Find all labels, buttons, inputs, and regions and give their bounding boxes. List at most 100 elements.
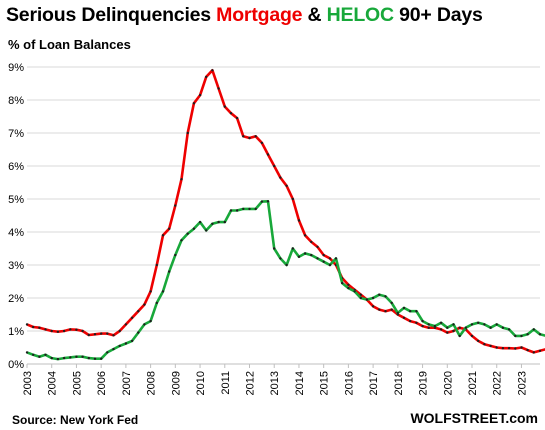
- mortgage-point: [538, 349, 542, 352]
- heloc-point: [477, 321, 480, 324]
- mortgage-point: [223, 105, 226, 108]
- mortgage-point: [409, 319, 412, 323]
- mortgage-point: [254, 135, 257, 138]
- heloc-point: [483, 323, 486, 326]
- mortgage-point: [25, 323, 29, 326]
- heloc-point: [384, 295, 387, 298]
- mortgage-point: [44, 328, 47, 331]
- heloc-point: [75, 355, 78, 358]
- heloc-point: [56, 357, 60, 361]
- mortgage-point: [310, 240, 313, 244]
- mortgage-point: [32, 325, 35, 329]
- mortgage-point: [137, 310, 140, 313]
- heloc-line: [26, 200, 545, 361]
- heloc-point: [149, 319, 152, 323]
- mortgage-point: [50, 329, 53, 333]
- heloc-point: [538, 333, 542, 336]
- heloc-point: [25, 351, 29, 354]
- heloc-point: [310, 253, 313, 257]
- y-tick-label: 8%: [8, 95, 24, 107]
- mortgage-point: [93, 333, 97, 336]
- mortgage-point: [378, 308, 381, 311]
- mortgage-point: [495, 346, 498, 349]
- heloc-point: [32, 353, 35, 356]
- heloc-point: [81, 355, 84, 358]
- x-tick-label: 2006: [96, 371, 108, 395]
- y-tick-label: 4%: [8, 227, 24, 239]
- mortgage-point: [118, 329, 121, 333]
- mortgage-point: [526, 348, 529, 352]
- mortgage-point: [229, 112, 233, 115]
- x-tick-label: 2004: [47, 371, 59, 395]
- mortgage-point: [260, 141, 264, 145]
- heloc-point: [334, 257, 338, 260]
- mortgage-point: [421, 324, 424, 328]
- mortgage-point: [112, 334, 115, 337]
- mortgage-point: [161, 234, 165, 237]
- heloc-point: [242, 207, 245, 211]
- mortgage-point: [38, 326, 41, 329]
- heloc-point: [174, 253, 177, 257]
- x-tick-label: 2019: [418, 371, 430, 395]
- heloc-point: [260, 200, 264, 203]
- x-tick-label: 2023: [516, 371, 528, 395]
- heloc-point: [359, 296, 362, 300]
- mortgage-point: [532, 351, 535, 354]
- mortgage-point: [168, 227, 171, 230]
- heloc-point: [248, 207, 251, 211]
- y-tick-label: 2%: [8, 293, 24, 305]
- heloc-point: [168, 270, 171, 273]
- heloc-point: [118, 344, 121, 348]
- title-amp: &: [302, 4, 327, 26]
- heloc-point: [87, 356, 91, 360]
- title-part1: Serious Delinquencies: [6, 4, 217, 26]
- mortgage-point: [192, 102, 196, 105]
- heloc-point: [396, 311, 399, 315]
- y-tick-label: 3%: [8, 260, 24, 272]
- mortgage-point: [322, 253, 325, 257]
- mortgage-point: [402, 316, 406, 319]
- heloc-point: [93, 357, 97, 360]
- x-tick-label: 2017: [368, 371, 380, 395]
- mortgage-point: [427, 326, 430, 329]
- mortgage-point: [205, 75, 208, 79]
- mortgage-point: [415, 321, 418, 324]
- mortgage-point: [248, 136, 251, 140]
- heloc-point: [458, 334, 461, 338]
- mortgage-point: [458, 326, 461, 329]
- mortgage-point: [211, 69, 214, 72]
- mortgage-point: [235, 116, 239, 120]
- mortgage-point: [81, 329, 84, 333]
- mortgage-point: [273, 164, 276, 168]
- heloc-point: [205, 229, 208, 232]
- x-tick-label: 2015: [319, 371, 331, 395]
- heloc-point: [489, 326, 492, 329]
- heloc-point: [520, 334, 523, 338]
- x-tick-label: 2009: [170, 371, 182, 395]
- heloc-point: [155, 301, 158, 305]
- mortgage-point: [520, 346, 523, 349]
- heloc-point: [415, 310, 418, 313]
- heloc-point: [69, 356, 72, 359]
- mortgage-point: [69, 328, 72, 331]
- x-tick-label: 2010: [195, 371, 207, 395]
- heloc-point: [235, 209, 239, 212]
- mortgage-point: [149, 290, 152, 293]
- heloc-point: [254, 207, 257, 211]
- x-tick-label: 2003: [22, 371, 34, 395]
- heloc-point: [229, 209, 233, 212]
- heloc-point: [186, 232, 189, 235]
- x-tick-label: 2018: [393, 371, 405, 395]
- heloc-point: [347, 286, 350, 290]
- heloc-point: [273, 247, 276, 250]
- mortgage-point: [297, 219, 301, 222]
- mortgage-point: [359, 293, 362, 296]
- heloc-point: [365, 298, 369, 301]
- mortgage-point: [186, 131, 189, 135]
- x-tick-label: 2020: [442, 371, 454, 395]
- heloc-point: [223, 220, 226, 224]
- heloc-point: [464, 326, 467, 329]
- heloc-point: [353, 290, 356, 293]
- title-heloc: HELOC: [326, 4, 394, 26]
